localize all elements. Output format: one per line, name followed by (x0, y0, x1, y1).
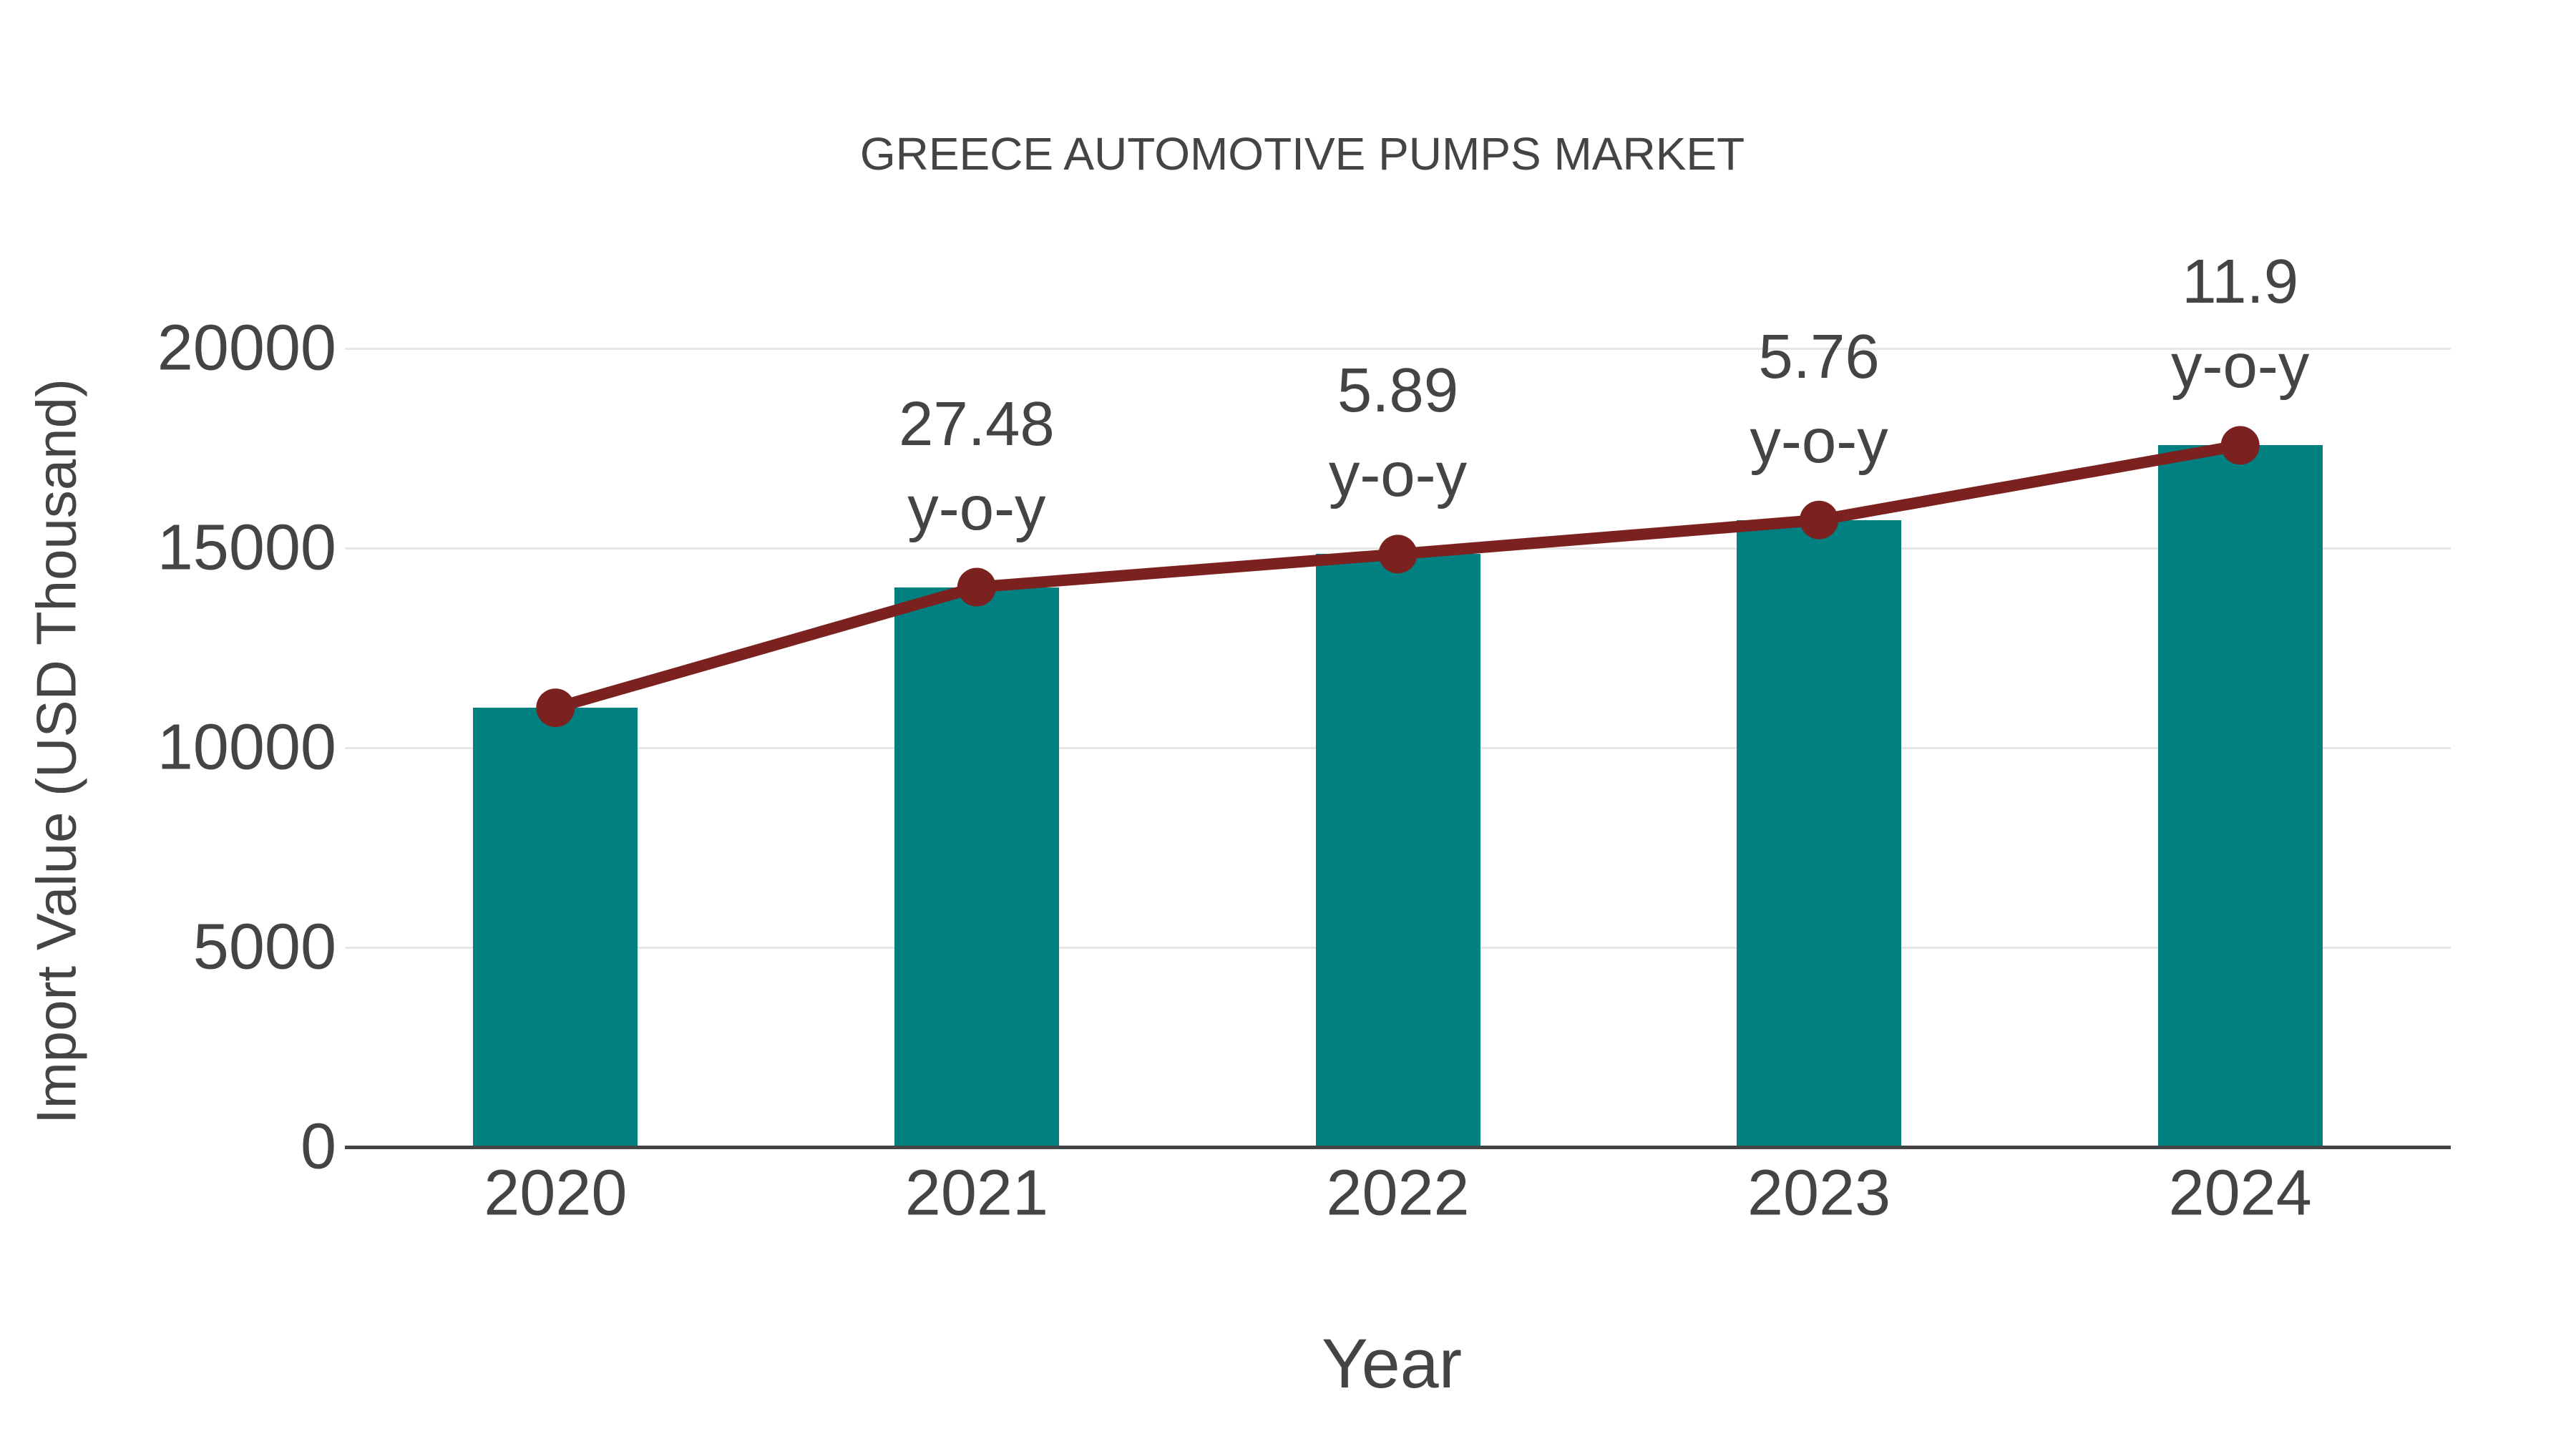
annotation-2023-suffix: y-o-y (1750, 406, 1888, 476)
x-tick-label-2024: 2024 (2168, 1157, 2312, 1229)
y-tick-label-20000: 20000 (157, 312, 336, 384)
x-tick-label-2023: 2023 (1747, 1157, 1891, 1229)
gridline-20000 (345, 348, 2451, 350)
x-tick-label-2020: 2020 (484, 1157, 628, 1229)
x-tick-label-2021: 2021 (904, 1157, 1048, 1229)
annotation-2021-suffix: y-o-y (907, 473, 1046, 543)
bar-2020 (473, 708, 638, 1147)
bar-2021 (894, 587, 1059, 1147)
x-axis-title: Year (1322, 1324, 1462, 1402)
trend-marker-2024 (2220, 426, 2260, 465)
trend-marker-2020 (536, 688, 575, 728)
x-tick-label-2022: 2022 (1326, 1157, 1470, 1229)
bar-2024 (2157, 445, 2323, 1147)
chart-title: GREECE AUTOMOTIVE PUMPS MARKET (859, 128, 1745, 180)
annotation-2021-value: 27.48 (899, 389, 1055, 459)
y-tick-label-10000: 10000 (157, 711, 336, 784)
annotation-2023-value: 5.76 (1758, 321, 1880, 391)
trend-marker-2022 (1378, 535, 1418, 574)
trend-marker-2021 (957, 567, 996, 607)
bar-2022 (1315, 554, 1480, 1147)
y-tick-label-5000: 5000 (192, 911, 336, 983)
trend-marker-2023 (1800, 500, 1839, 540)
y-tick-label-0: 0 (300, 1111, 336, 1183)
x-axis-line (345, 1146, 2451, 1149)
bar-2023 (1737, 519, 1902, 1147)
y-tick-label-15000: 15000 (157, 512, 336, 584)
annotation-2022-suffix: y-o-y (1328, 440, 1468, 510)
annotation-2024-value: 11.9 (2182, 247, 2299, 317)
annotation-2022-value: 5.89 (1337, 356, 1459, 426)
annotation-2024-suffix: y-o-y (2171, 331, 2310, 401)
